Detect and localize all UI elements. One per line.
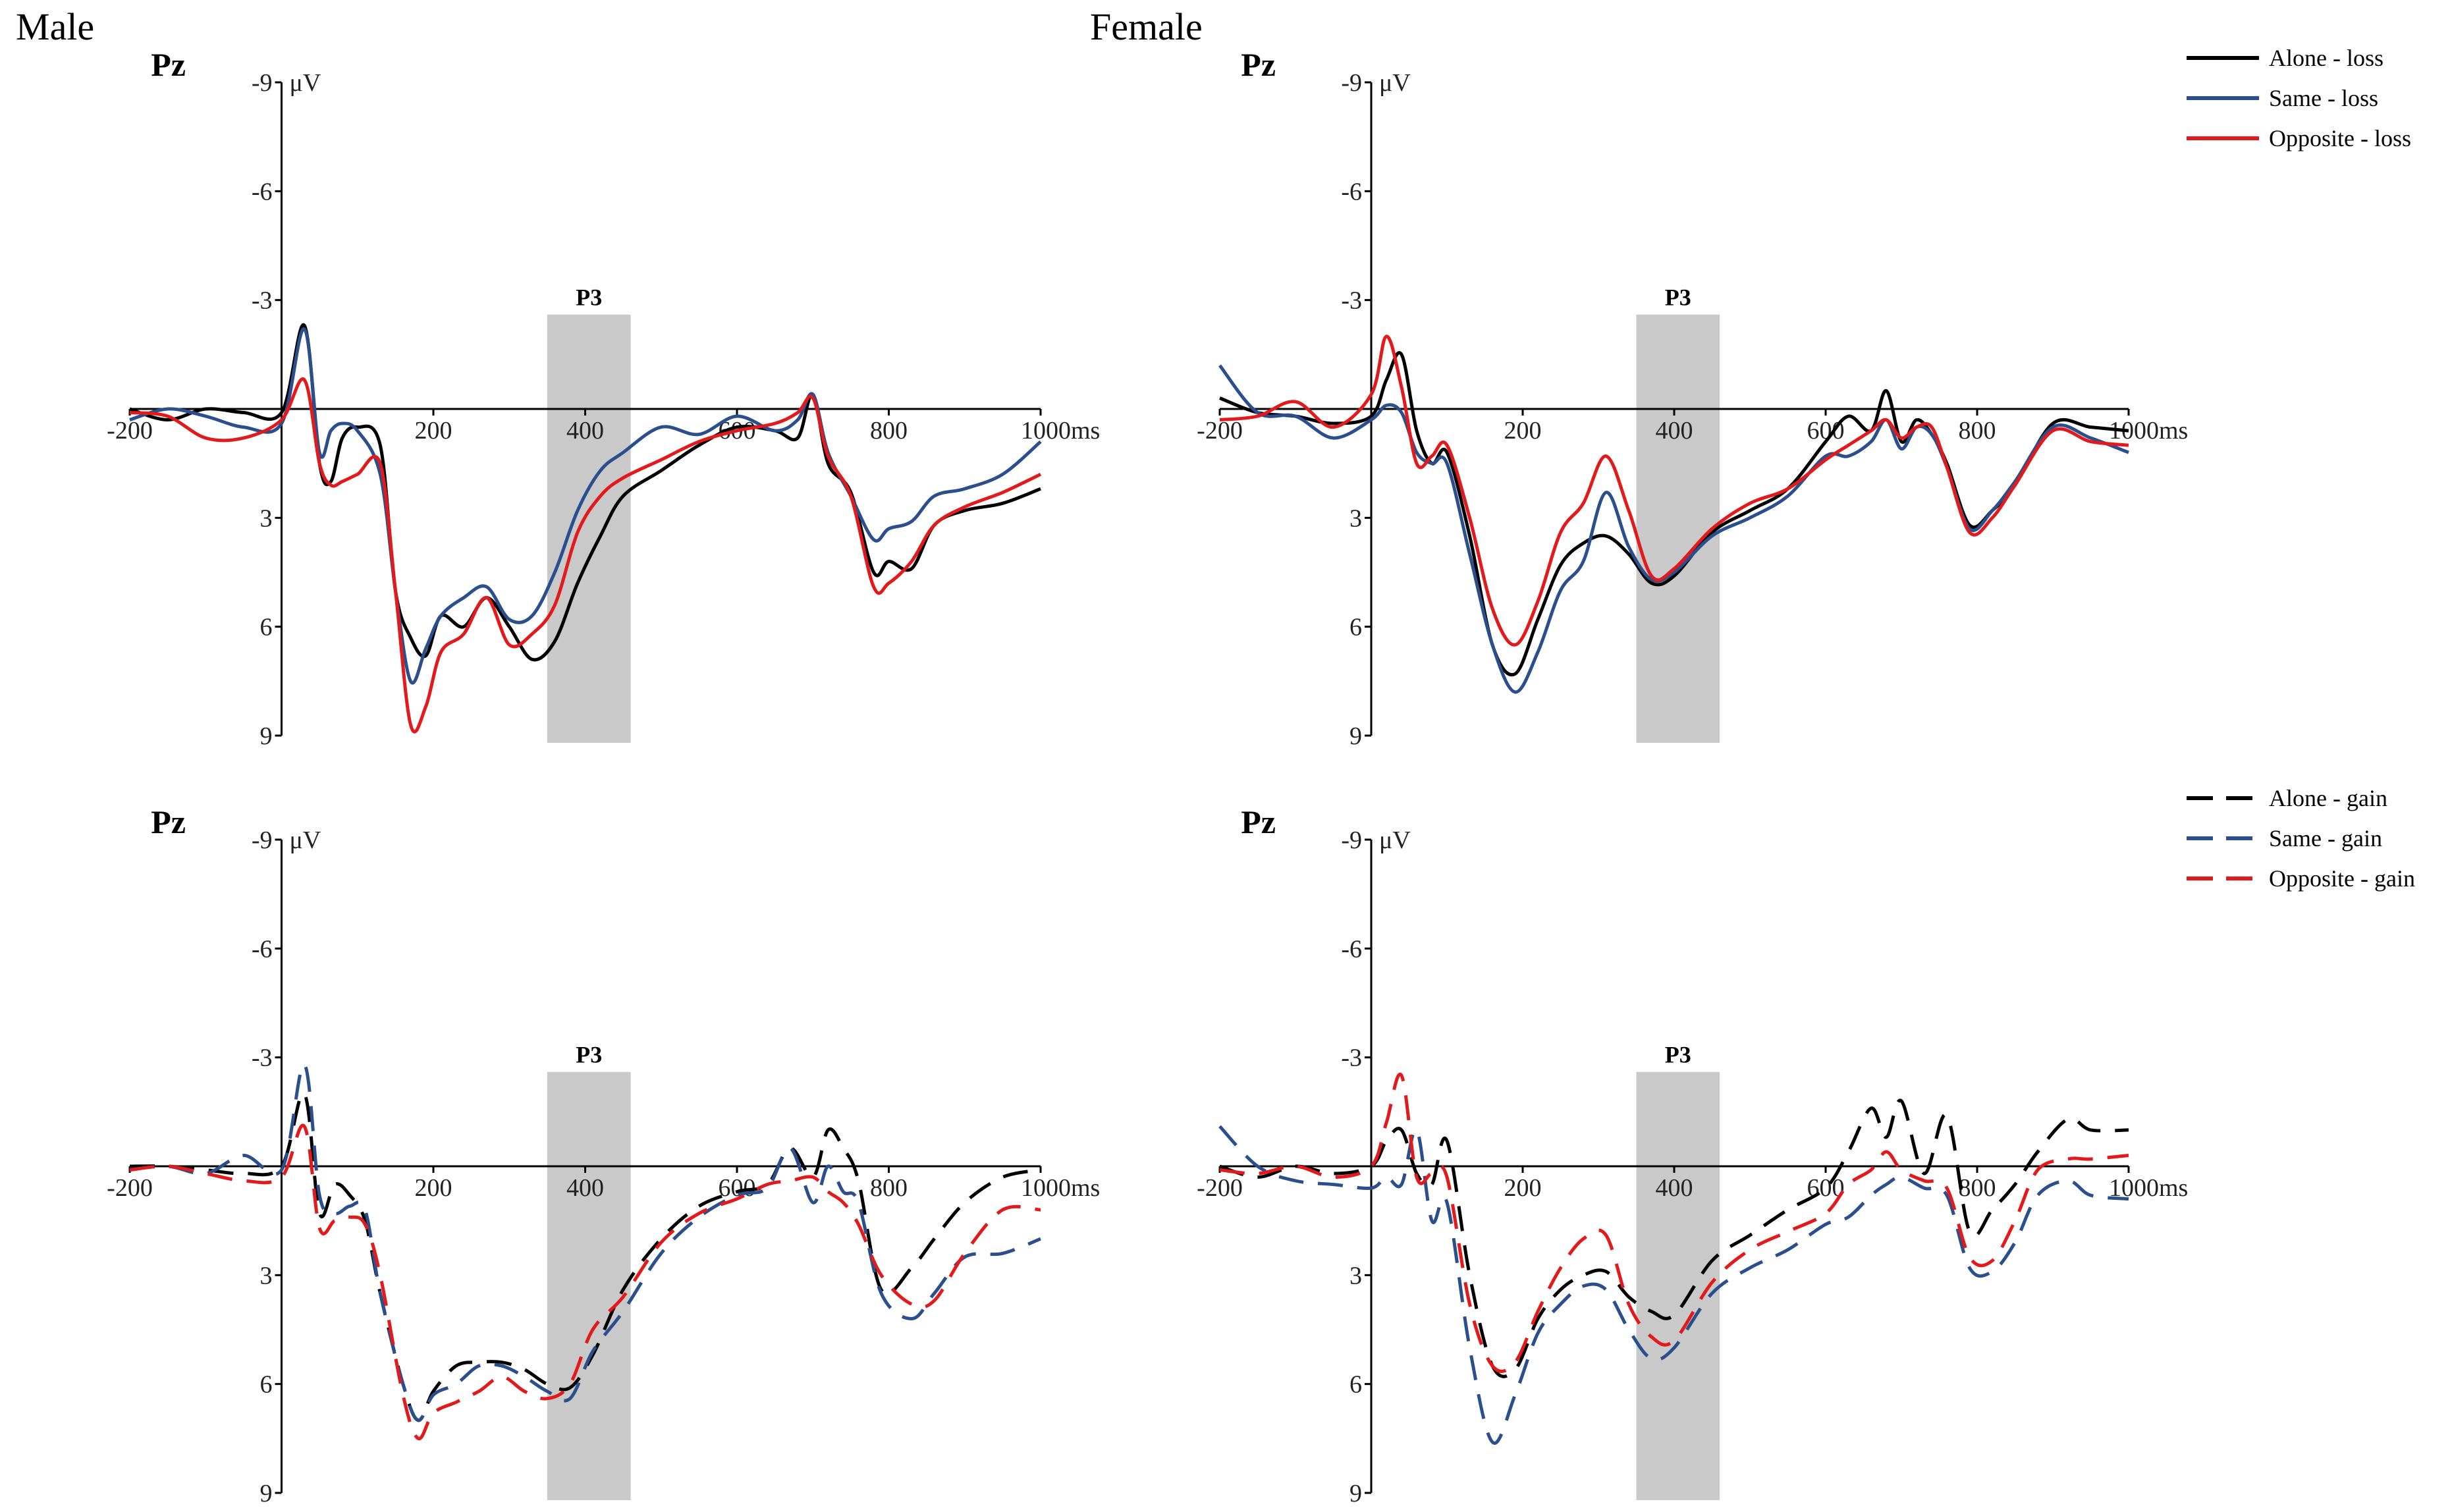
y-unit-label: μV — [1379, 826, 1411, 854]
series-line-same-loss — [129, 327, 1042, 685]
x-tick-label: 800 — [1959, 1174, 1996, 1202]
legend-label: Same - gain — [2269, 825, 2382, 851]
channel-label: Pz — [1241, 803, 1276, 840]
y-tick-label: 3 — [1349, 504, 1362, 532]
y-tick-label: 6 — [1349, 1371, 1362, 1399]
y-tick-label: -3 — [1341, 1044, 1362, 1072]
y-unit-label: μV — [1379, 69, 1411, 97]
y-tick-label: -9 — [1341, 69, 1362, 97]
y-tick-label: -9 — [1341, 826, 1362, 854]
y-tick-label: -6 — [1341, 178, 1362, 205]
x-tick-label: 200 — [1504, 417, 1542, 445]
y-tick-label: 6 — [1349, 614, 1362, 641]
x-tick-label: 200 — [415, 417, 452, 445]
p3-window-label: P3 — [1665, 1042, 1691, 1068]
y-tick-label: -9 — [252, 826, 273, 854]
legend-gain: Alone - gain Same - gain Opposite - gain — [2187, 785, 2415, 892]
x-tick-label: 400 — [566, 1174, 604, 1202]
legend-loss: Alone - loss Same - loss Opposite - loss — [2187, 45, 2411, 151]
channel-label: Pz — [151, 803, 186, 840]
y-tick-label: 9 — [260, 722, 273, 750]
series-line-opposite-loss — [1219, 335, 2129, 647]
y-tick-label: -6 — [252, 935, 273, 963]
y-tick-label: 9 — [1349, 722, 1362, 750]
y-tick-label: 9 — [260, 1480, 273, 1507]
y-tick-label: 6 — [260, 1371, 273, 1399]
y-tick-label: 3 — [260, 504, 273, 532]
y-tick-label: -3 — [252, 287, 273, 315]
y-tick-label: -6 — [1341, 935, 1362, 963]
y-tick-label: 9 — [1349, 1480, 1362, 1507]
x-tick-label: 1000ms — [1021, 417, 1100, 445]
group-title-female: Female — [1090, 5, 1203, 48]
channel-label: Pz — [1241, 46, 1276, 83]
x-tick-label: 800 — [870, 417, 908, 445]
y-tick-label: 3 — [260, 1262, 273, 1289]
x-tick-label: -200 — [107, 1174, 153, 1202]
legend-label: Opposite - loss — [2269, 125, 2411, 151]
x-tick-label: -200 — [1197, 1174, 1243, 1202]
group-title-male: Male — [16, 5, 94, 48]
x-tick-label: 1000ms — [1021, 1174, 1100, 1202]
series-line-opposite-gain — [1219, 1072, 2129, 1373]
x-tick-label: 200 — [415, 1174, 452, 1202]
y-unit-label: μV — [290, 826, 321, 854]
series-line-alone-gain — [1219, 1098, 2129, 1378]
x-tick-label: 200 — [1504, 1174, 1542, 1202]
y-tick-label: 3 — [1349, 1262, 1362, 1289]
x-tick-label: 800 — [870, 1174, 908, 1202]
p3-window-label: P3 — [576, 284, 602, 311]
y-tick-label: -6 — [252, 178, 273, 205]
x-tick-label: -200 — [1197, 417, 1243, 445]
series-line-opposite-loss — [129, 377, 1042, 734]
legend-label: Same - loss — [2269, 85, 2378, 111]
series-line-opposite-gain — [129, 1123, 1041, 1440]
p3-window — [1636, 314, 1720, 743]
p3-window — [547, 314, 631, 743]
x-tick-label: 400 — [566, 417, 604, 445]
x-tick-label: 400 — [1656, 1174, 1693, 1202]
series-line-alone-gain — [129, 1091, 1041, 1422]
p3-window-label: P3 — [1665, 284, 1691, 311]
x-tick-label: 400 — [1656, 417, 1693, 445]
y-tick-label: 6 — [260, 614, 273, 641]
y-unit-label: μV — [290, 69, 321, 97]
legend-label: Opposite - gain — [2269, 865, 2415, 892]
p3-window — [547, 1071, 631, 1501]
channel-label: Pz — [151, 46, 186, 83]
legend-label: Alone - gain — [2269, 785, 2387, 811]
x-tick-label: -200 — [107, 417, 153, 445]
y-tick-label: -3 — [252, 1044, 273, 1072]
x-tick-label: 800 — [1959, 417, 1996, 445]
p3-window — [1636, 1071, 1720, 1501]
legend-label: Alone - loss — [2269, 45, 2384, 71]
p3-window-label: P3 — [576, 1042, 602, 1068]
series-line-same-gain — [129, 1063, 1041, 1422]
series-line-same-gain — [1218, 1125, 2129, 1445]
y-tick-label: -3 — [1341, 287, 1362, 315]
y-tick-label: -9 — [252, 69, 273, 97]
